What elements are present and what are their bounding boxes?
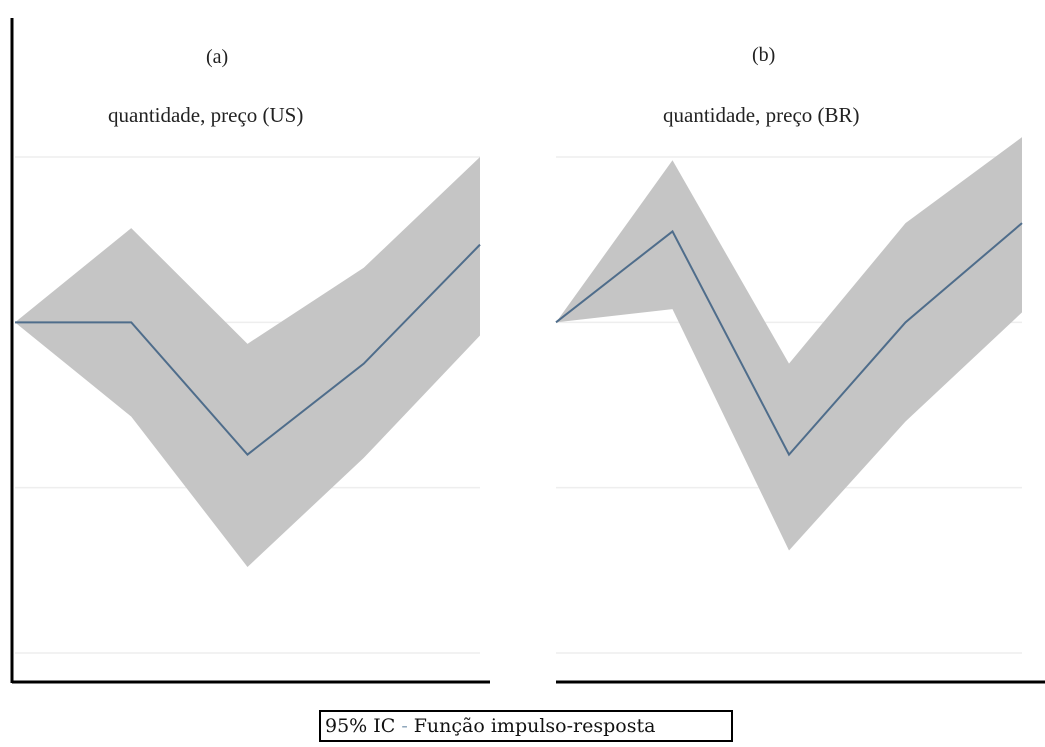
- legend-line-swatch: -: [401, 715, 408, 737]
- panel-a-title: quantidade, preço (US): [108, 103, 304, 127]
- ci-band: [556, 137, 1022, 551]
- legend: 95% IC - Função impulso-resposta: [319, 710, 733, 742]
- panel-a-letter: (a): [206, 46, 229, 68]
- panel-b: [555, 137, 1045, 684]
- panel-a: [10, 18, 490, 684]
- irf-line: [15, 243, 481, 456]
- panel-b-letter: (b): [752, 44, 776, 66]
- legend-ci-label: 95% IC: [325, 715, 396, 737]
- panel-b-title: quantidade, preço (BR): [663, 103, 860, 127]
- irf-line: [555, 222, 1023, 457]
- legend-irf-label: Função impulso-resposta: [413, 715, 656, 737]
- ci-band: [15, 157, 480, 568]
